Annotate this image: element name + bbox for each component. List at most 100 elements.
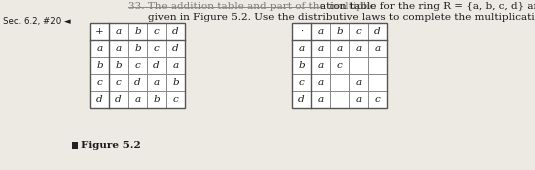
Bar xyxy=(349,57,368,74)
Text: given in Figure 5.2. Use the distributive laws to complete the multiplication ta: given in Figure 5.2. Use the distributiv… xyxy=(148,13,535,22)
Bar xyxy=(109,91,128,108)
Bar xyxy=(166,74,185,91)
Text: d: d xyxy=(96,95,103,104)
Text: d: d xyxy=(374,27,381,36)
Bar xyxy=(90,23,185,108)
Bar xyxy=(128,74,147,91)
Text: +: + xyxy=(95,27,104,36)
Bar xyxy=(368,40,387,57)
Text: a: a xyxy=(96,44,103,53)
Bar xyxy=(349,23,368,40)
Text: b: b xyxy=(134,27,141,36)
Text: d: d xyxy=(172,27,179,36)
Text: d: d xyxy=(134,78,141,87)
Text: a: a xyxy=(116,44,121,53)
Bar xyxy=(330,91,349,108)
Text: d: d xyxy=(298,95,305,104)
Bar xyxy=(90,91,109,108)
Bar xyxy=(311,57,330,74)
Text: Sec. 6.2, #20 ◄: Sec. 6.2, #20 ◄ xyxy=(3,17,71,26)
Bar xyxy=(128,91,147,108)
Bar xyxy=(292,91,311,108)
Bar xyxy=(292,23,387,108)
Text: c: c xyxy=(135,61,140,70)
Bar xyxy=(368,57,387,74)
Text: a: a xyxy=(317,61,324,70)
Bar xyxy=(109,74,128,91)
Text: a: a xyxy=(299,44,304,53)
Bar xyxy=(166,91,185,108)
Bar xyxy=(109,57,128,74)
Bar xyxy=(90,57,109,74)
Text: a: a xyxy=(317,27,324,36)
Text: d: d xyxy=(172,44,179,53)
Text: c: c xyxy=(154,44,159,53)
Bar xyxy=(147,91,166,108)
Bar xyxy=(292,23,311,40)
Bar xyxy=(368,74,387,91)
Bar xyxy=(292,74,311,91)
Text: c: c xyxy=(356,27,361,36)
Text: b: b xyxy=(336,27,343,36)
Text: b: b xyxy=(96,61,103,70)
Bar xyxy=(147,23,166,40)
Text: c: c xyxy=(154,27,159,36)
Bar xyxy=(90,23,185,108)
Text: a: a xyxy=(317,78,324,87)
Bar xyxy=(147,57,166,74)
Bar xyxy=(166,40,185,57)
Text: b: b xyxy=(172,78,179,87)
Bar xyxy=(349,40,368,57)
Text: b: b xyxy=(115,61,122,70)
Bar xyxy=(90,40,109,57)
Text: b: b xyxy=(153,95,160,104)
Bar xyxy=(311,91,330,108)
Bar xyxy=(128,23,147,40)
Text: c: c xyxy=(173,95,178,104)
Text: c: c xyxy=(97,78,102,87)
Text: a: a xyxy=(116,27,121,36)
Text: c: c xyxy=(299,78,304,87)
Text: a: a xyxy=(317,44,324,53)
Text: a: a xyxy=(172,61,179,70)
Text: b: b xyxy=(134,44,141,53)
Bar xyxy=(147,74,166,91)
Bar xyxy=(292,57,311,74)
Text: a: a xyxy=(154,78,159,87)
Bar xyxy=(330,57,349,74)
Bar xyxy=(349,74,368,91)
Text: a: a xyxy=(337,44,342,53)
Text: ·: · xyxy=(300,27,303,36)
Text: d: d xyxy=(153,61,160,70)
Bar xyxy=(311,23,330,40)
Bar xyxy=(368,23,387,40)
Bar xyxy=(368,91,387,108)
Bar xyxy=(72,142,78,149)
Bar xyxy=(330,23,349,40)
Bar xyxy=(330,40,349,57)
Bar xyxy=(109,40,128,57)
Text: 33. The addition table and part of the multiplic: 33. The addition table and part of the m… xyxy=(128,2,375,11)
Bar xyxy=(311,40,330,57)
Bar xyxy=(90,23,109,40)
Text: b: b xyxy=(298,61,305,70)
Bar xyxy=(292,40,311,57)
Text: c: c xyxy=(116,78,121,87)
Text: a: a xyxy=(355,78,362,87)
Bar xyxy=(147,40,166,57)
Text: d: d xyxy=(115,95,122,104)
Bar xyxy=(90,74,109,91)
Bar xyxy=(109,23,128,40)
Text: a: a xyxy=(134,95,141,104)
Text: a: a xyxy=(355,44,362,53)
Bar xyxy=(128,40,147,57)
Text: c: c xyxy=(337,61,342,70)
Text: a: a xyxy=(355,95,362,104)
Text: c: c xyxy=(374,95,380,104)
Bar xyxy=(166,23,185,40)
Text: a: a xyxy=(374,44,380,53)
Text: ation table for the ring R = {a, b, c, d} are: ation table for the ring R = {a, b, c, d… xyxy=(320,2,535,11)
Bar xyxy=(349,91,368,108)
Bar xyxy=(292,23,387,108)
Text: a: a xyxy=(317,95,324,104)
